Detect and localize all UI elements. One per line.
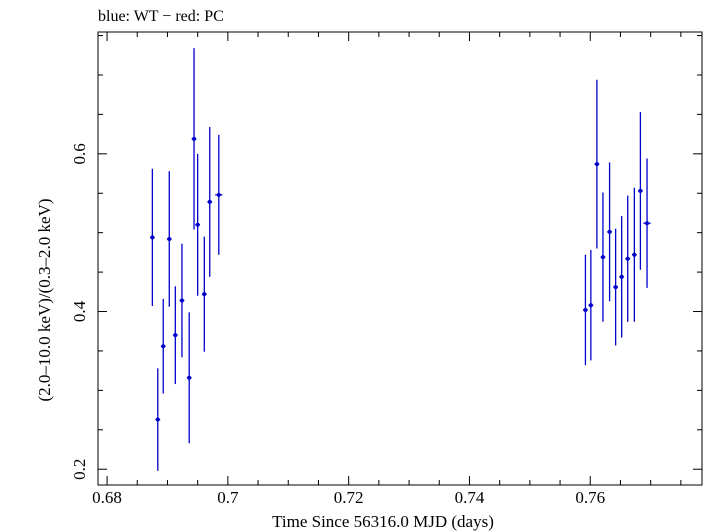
data-point xyxy=(166,171,172,307)
axis-tick-labels: 0.68 0.7 0.72 0.74 0.76 0.2 0.4 0.6 xyxy=(70,143,605,507)
data-point xyxy=(160,298,166,394)
data-point xyxy=(172,286,178,385)
data-point xyxy=(149,168,155,307)
point-marker xyxy=(619,274,624,279)
point-marker xyxy=(192,136,197,141)
point-marker xyxy=(202,292,207,297)
point-marker xyxy=(625,256,630,261)
point-marker xyxy=(150,235,155,240)
data-points xyxy=(149,48,651,471)
point-marker xyxy=(161,344,166,349)
x-tick-label: 0.68 xyxy=(92,488,122,507)
data-point xyxy=(583,254,588,366)
point-marker xyxy=(613,285,618,290)
data-point xyxy=(155,368,161,471)
data-point xyxy=(215,134,223,255)
point-marker xyxy=(187,375,192,380)
data-point xyxy=(600,192,606,322)
point-marker xyxy=(173,333,178,338)
data-point xyxy=(201,236,207,352)
y-tick-label: 0.2 xyxy=(70,459,89,480)
data-point xyxy=(179,243,185,358)
axis-ticks xyxy=(98,32,702,485)
data-point xyxy=(195,153,201,296)
x-tick-label: 0.74 xyxy=(455,488,485,507)
data-point xyxy=(594,79,600,249)
point-marker xyxy=(588,303,593,308)
x-tick-label: 0.72 xyxy=(334,488,364,507)
x-tick-label: 0.7 xyxy=(217,488,239,507)
point-marker xyxy=(207,199,212,204)
point-marker xyxy=(583,307,588,312)
data-point xyxy=(643,158,651,288)
data-point xyxy=(625,195,631,322)
x-axis-title: Time Since 56316.0 MJD (days) xyxy=(272,512,494,531)
data-point xyxy=(613,228,619,346)
y-tick-label: 0.6 xyxy=(70,143,89,164)
data-point xyxy=(191,48,197,230)
point-marker xyxy=(195,222,200,227)
point-marker xyxy=(216,192,221,197)
x-tick-label: 0.76 xyxy=(575,488,605,507)
plot-frame xyxy=(97,31,703,486)
data-point xyxy=(619,216,625,338)
point-marker xyxy=(638,188,643,193)
y-axis-title: (2.0–10.0 keV)/(0.3–2.0 keV) xyxy=(35,198,54,401)
chart-title: blue: WT − red: PC xyxy=(98,8,224,25)
data-point xyxy=(186,312,192,444)
data-point xyxy=(637,112,643,270)
point-marker xyxy=(155,417,160,422)
data-point xyxy=(607,162,613,302)
data-point xyxy=(631,187,637,322)
point-marker xyxy=(167,236,172,241)
data-point xyxy=(588,250,594,361)
point-marker xyxy=(179,298,184,303)
point-marker xyxy=(607,229,612,234)
data-point xyxy=(207,127,213,277)
point-marker xyxy=(645,221,650,226)
y-tick-label: 0.4 xyxy=(70,300,89,322)
point-marker xyxy=(594,162,599,167)
point-marker xyxy=(632,252,637,257)
point-marker xyxy=(600,255,605,260)
